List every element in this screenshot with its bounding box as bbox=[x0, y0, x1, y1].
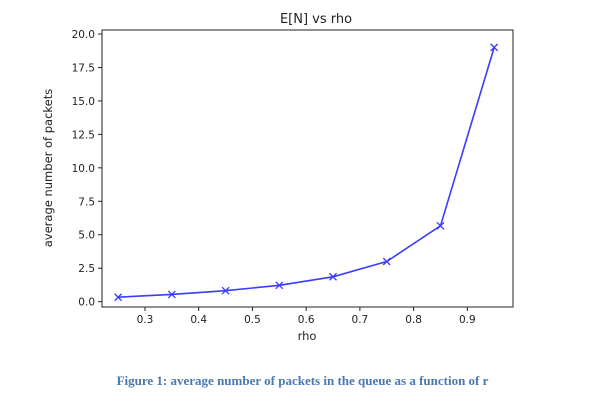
y-tick-label: 17.5 bbox=[72, 62, 95, 74]
y-tick-label: 7.5 bbox=[78, 196, 95, 208]
x-tick-label: 0.6 bbox=[298, 314, 315, 326]
y-axis-label: average number of packets bbox=[41, 89, 55, 248]
data-point-marker bbox=[167, 290, 176, 299]
data-point-marker bbox=[490, 43, 499, 52]
y-tick-label: 2.5 bbox=[78, 263, 95, 275]
data-point-marker bbox=[275, 281, 284, 290]
data-point-marker bbox=[382, 257, 391, 266]
y-tick-label: 10.0 bbox=[72, 163, 95, 175]
line-chart: E[N] vs rho 0.3 0.4 0.5 0.6 0.7 0.8 0.9 0.0 2.5… bbox=[41, 12, 514, 343]
series-layer bbox=[114, 43, 499, 302]
data-point-marker bbox=[114, 293, 123, 302]
y-tick-label: 0.0 bbox=[78, 297, 95, 309]
y-axis: 0.0 2.5 5.0 7.5 10.0 12.5 15.0 17.5 20.0 bbox=[72, 29, 102, 309]
x-tick-label: 0.8 bbox=[405, 314, 422, 326]
x-tick-label: 0.3 bbox=[137, 314, 154, 326]
x-tick-label: 0.5 bbox=[244, 314, 261, 326]
x-axis: 0.3 0.4 0.5 0.6 0.7 0.8 0.9 bbox=[137, 307, 476, 326]
x-axis-label: rho bbox=[298, 329, 317, 343]
x-tick-label: 0.7 bbox=[352, 314, 369, 326]
data-point-marker bbox=[221, 286, 230, 295]
x-tick-label: 0.9 bbox=[459, 314, 476, 326]
chart-title: E[N] vs rho bbox=[280, 12, 352, 27]
data-point-marker bbox=[329, 272, 337, 281]
plot-frame bbox=[101, 29, 514, 308]
series-line bbox=[118, 47, 495, 298]
y-tick-label: 5.0 bbox=[78, 230, 95, 242]
data-point-marker bbox=[436, 221, 445, 230]
y-tick-label: 15.0 bbox=[72, 96, 95, 108]
figure-caption: Figure 1: average number of packets in t… bbox=[116, 373, 489, 388]
y-tick-label: 20.0 bbox=[72, 29, 95, 41]
x-tick-label: 0.4 bbox=[190, 314, 207, 326]
y-tick-label: 12.5 bbox=[72, 129, 95, 141]
